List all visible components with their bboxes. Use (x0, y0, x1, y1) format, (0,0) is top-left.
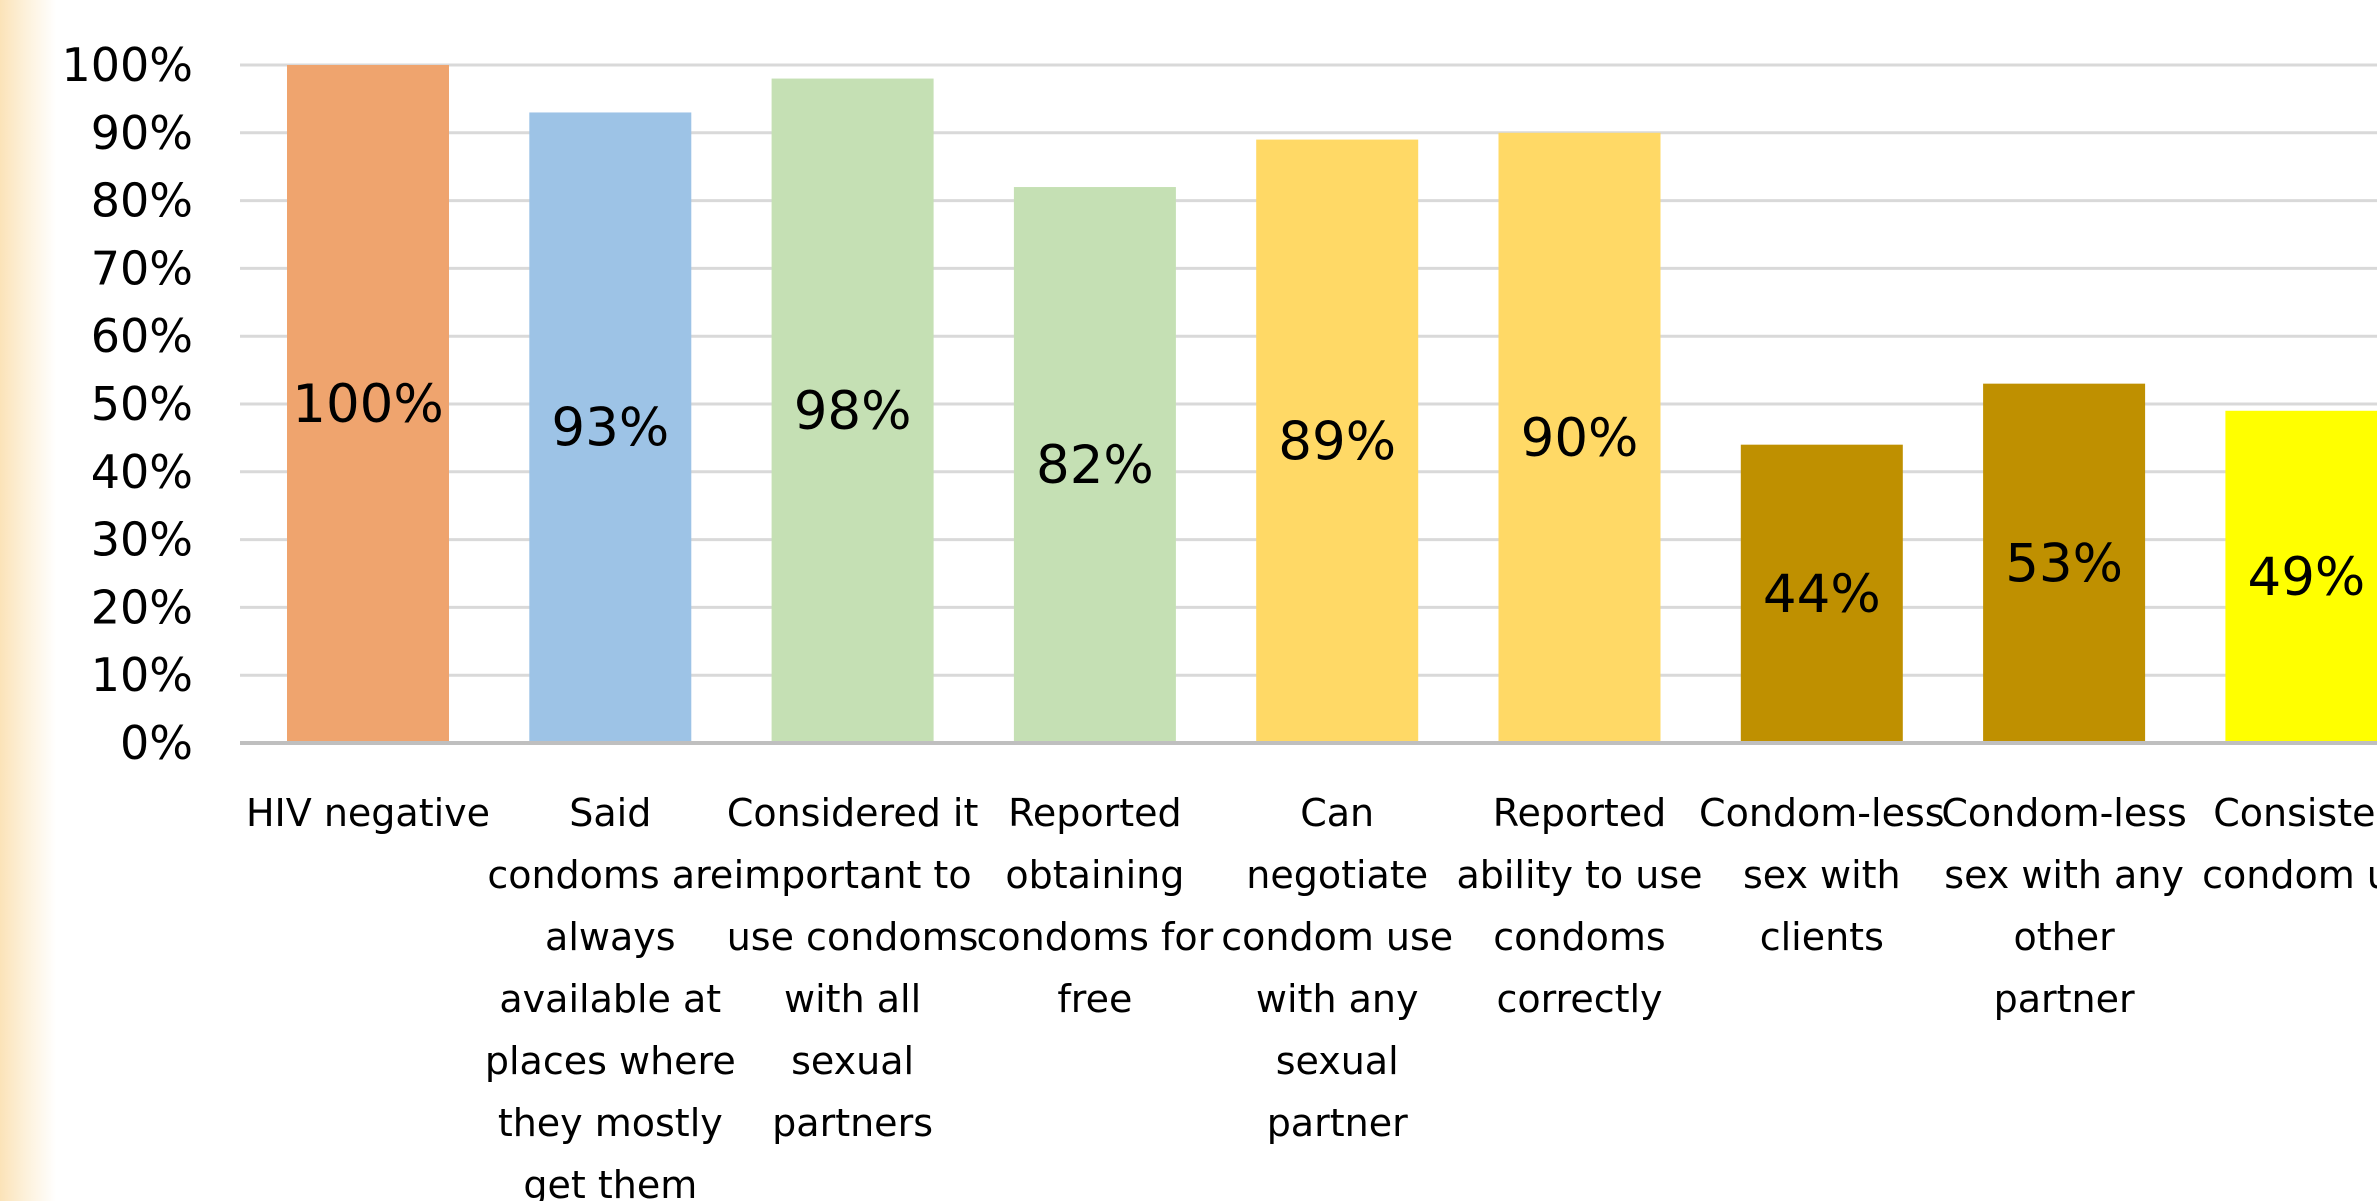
category-label: Condom-less (1941, 791, 2187, 835)
category-label: sexual (1276, 1039, 1399, 1083)
category-label: available at (499, 977, 721, 1021)
category-label: Said (569, 791, 651, 835)
category-label: partners (772, 1101, 933, 1145)
category-label: Can (1300, 791, 1374, 835)
y-axis-ticks: 0% 10% 20% 30% 40% 50% 60% 70% 80% 90% 100% (61, 38, 193, 770)
category-label: condom us (2202, 853, 2377, 897)
category-label: with all (784, 977, 921, 1021)
category-label: clients (1760, 915, 1884, 959)
y-tick-label: 40% (91, 445, 193, 499)
bar (1740, 444, 1903, 743)
bar (529, 112, 692, 743)
y-tick-label: 80% (91, 174, 193, 228)
bar (287, 65, 449, 743)
category-label: get them (523, 1163, 697, 1201)
category-label: condoms (1493, 915, 1665, 959)
category-label: correctly (1496, 977, 1662, 1021)
category-label: condoms for (977, 915, 1214, 959)
bar (771, 78, 934, 743)
left-edge-gradient (0, 0, 56, 1201)
bars (287, 65, 2377, 744)
category-label: use condoms (727, 915, 979, 959)
bar (1013, 187, 1176, 744)
category-label: Considered it (727, 791, 979, 835)
category-label: negotiate (1246, 853, 1428, 897)
category-label: Reported (1493, 791, 1666, 835)
data-label: 44% (1763, 564, 1881, 625)
data-label: 100% (292, 374, 444, 435)
category-label: sex with any (1944, 853, 2184, 897)
category-label: important to (734, 853, 972, 897)
data-label: 49% (2247, 547, 2365, 608)
y-tick-label: 20% (91, 580, 193, 634)
y-tick-label: 90% (91, 106, 193, 160)
category-label: ability to use (1456, 853, 1702, 897)
category-label: Consisten (2213, 791, 2377, 835)
category-label: other (2013, 915, 2115, 959)
bar (2225, 410, 2377, 743)
category-label: with any (1256, 977, 1419, 1021)
category-label: partner (1994, 977, 2135, 1021)
category-label: Reported (1008, 791, 1181, 835)
category-labels: HIV negative Said condoms are always availab… (246, 791, 2377, 1201)
category-label: obtaining (1005, 853, 1184, 897)
data-label: 93% (551, 398, 669, 459)
category-label: condom use (1221, 915, 1453, 959)
data-label: 90% (1521, 408, 1639, 469)
y-tick-label: 10% (91, 648, 193, 702)
category-label: always (545, 915, 676, 959)
data-label: 98% (794, 381, 912, 442)
bar (1983, 383, 2146, 743)
data-label: 82% (1036, 435, 1154, 496)
y-tick-label: 50% (91, 377, 193, 431)
category-label: they mostly (498, 1101, 723, 1145)
data-label: 89% (1278, 411, 1396, 472)
y-tick-label: 70% (91, 241, 193, 295)
category-label: Condom-less (1699, 791, 1945, 835)
category-label: places where (485, 1039, 736, 1083)
category-label: sexual (791, 1039, 914, 1083)
y-tick-label: 0% (120, 716, 193, 770)
category-label: sex with (1743, 853, 1901, 897)
category-label: partner (1267, 1101, 1408, 1145)
category-label: HIV negative (246, 791, 490, 835)
category-label: free (1057, 977, 1132, 1021)
bar (1498, 132, 1661, 744)
y-tick-label: 60% (91, 309, 193, 363)
data-labels: 100% 93% 98% 82% 89% 90% 44% 53% 49% (292, 374, 2365, 625)
y-tick-label: 30% (91, 513, 193, 567)
y-tick-label: 100% (61, 38, 193, 92)
category-label: condoms are (487, 853, 733, 897)
data-label: 53% (2005, 533, 2123, 594)
bar (1256, 139, 1419, 743)
